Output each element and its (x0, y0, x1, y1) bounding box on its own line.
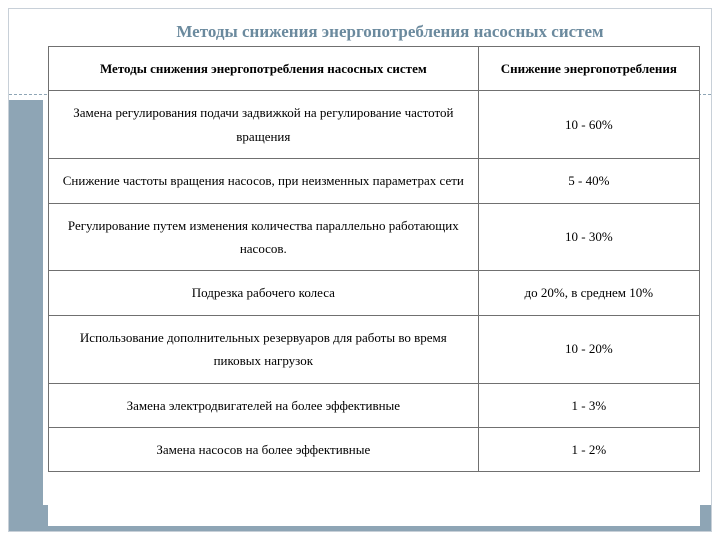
cell-method: Замена регулирования подачи задвижкой на… (49, 91, 479, 159)
table-row: Замена регулирования подачи задвижкой на… (49, 91, 700, 159)
table-row: Подрезка рабочего колеса до 20%, в средн… (49, 271, 700, 315)
cell-reduction: 5 - 40% (478, 159, 699, 203)
methods-table: Методы снижения энергопотребления насосн… (48, 46, 700, 472)
table-header-row: Методы снижения энергопотребления насосн… (49, 47, 700, 91)
left-decor-bar (9, 100, 43, 506)
table-row: Замена электродвигателей на более эффект… (49, 383, 700, 427)
cell-method: Замена электродвигателей на более эффект… (49, 383, 479, 427)
cell-reduction: 10 - 60% (478, 91, 699, 159)
cell-reduction: 1 - 2% (478, 427, 699, 471)
table-container: Методы снижения энергопотребления насосн… (48, 46, 700, 526)
table-row: Замена насосов на более эффективные 1 - … (49, 427, 700, 471)
cell-reduction: 10 - 30% (478, 203, 699, 271)
table-row: Снижение частоты вращения насосов, при н… (49, 159, 700, 203)
cell-reduction: 10 - 20% (478, 315, 699, 383)
cell-method: Снижение частоты вращения насосов, при н… (49, 159, 479, 203)
cell-reduction: до 20%, в среднем 10% (478, 271, 699, 315)
cell-method: Использование дополнительных резервуаров… (49, 315, 479, 383)
cell-method: Регулирование путем изменения количества… (49, 203, 479, 271)
col-header-method: Методы снижения энергопотребления насосн… (49, 47, 479, 91)
table-row: Регулирование путем изменения количества… (49, 203, 700, 271)
table-row: Использование дополнительных резервуаров… (49, 315, 700, 383)
cell-method: Замена насосов на более эффективные (49, 427, 479, 471)
col-header-reduction: Снижение энергопотребления (478, 47, 699, 91)
cell-method: Подрезка рабочего колеса (49, 271, 479, 315)
page-title: Методы снижения энергопотребления насосн… (100, 22, 680, 42)
cell-reduction: 1 - 3% (478, 383, 699, 427)
